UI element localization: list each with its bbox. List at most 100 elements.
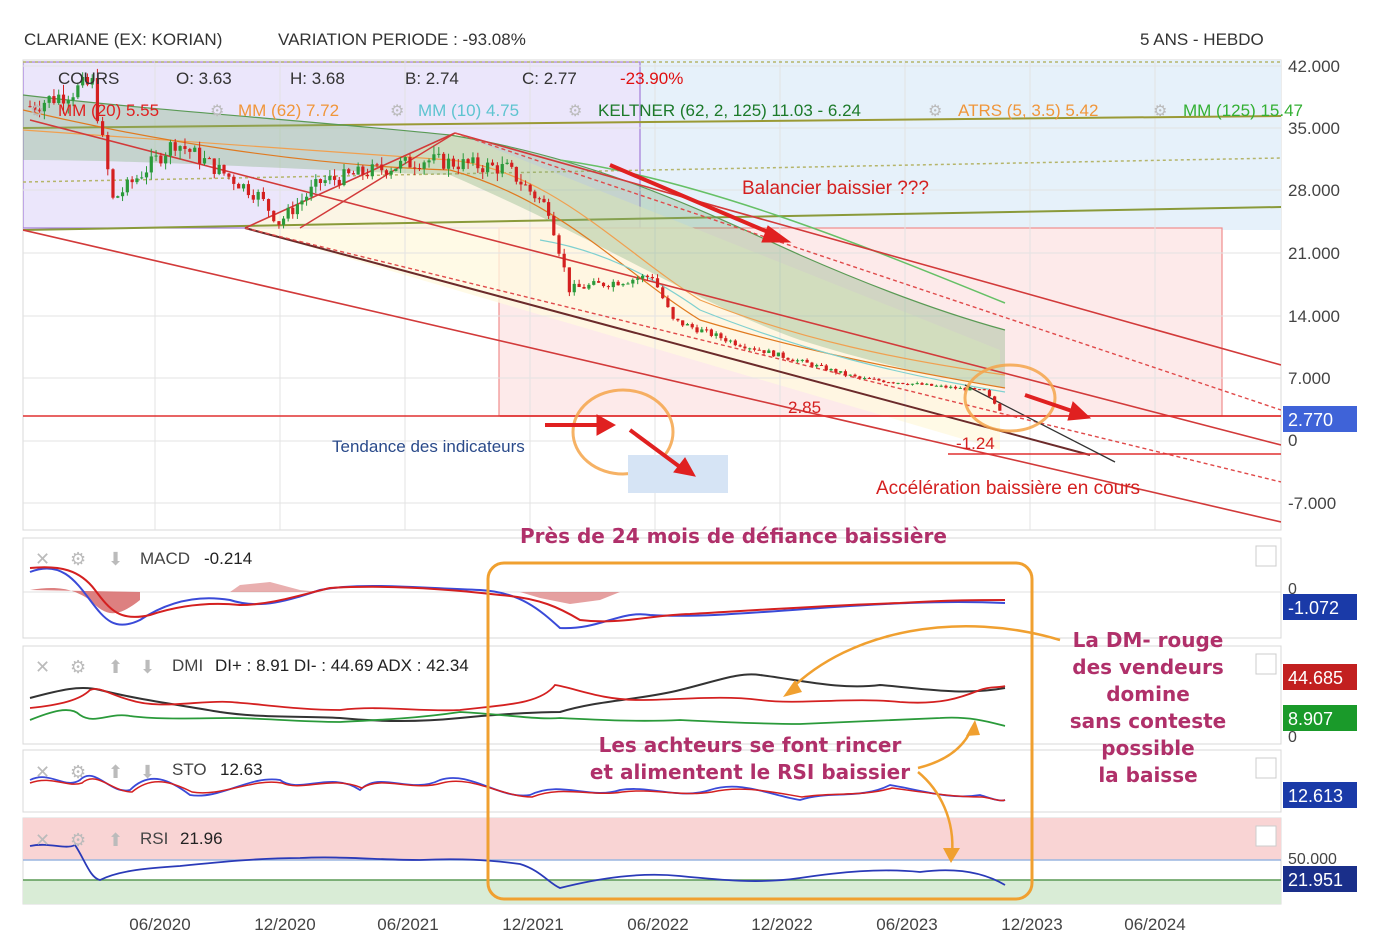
- candle-body: [272, 210, 276, 222]
- candle-body: [232, 176, 236, 184]
- annotation-dm-line: possible: [1101, 736, 1194, 760]
- label-124: -1.24: [956, 434, 995, 453]
- gear-icon[interactable]: ⚙: [390, 103, 404, 120]
- candle-body: [456, 166, 460, 170]
- candle-body: [719, 333, 723, 339]
- candle-body: [626, 283, 630, 285]
- candle-body: [552, 215, 556, 236]
- candle-body: [116, 196, 120, 198]
- candle-body: [328, 176, 332, 181]
- candle-body: [351, 173, 356, 175]
- arrow-down-icon[interactable]: ⬇: [108, 549, 123, 569]
- candle-body: [490, 162, 495, 166]
- candle-body: [819, 364, 824, 366]
- arrow-up-icon[interactable]: ⬆: [108, 762, 123, 782]
- candle-body: [237, 183, 241, 189]
- candle-body: [365, 174, 370, 177]
- candle-body: [528, 184, 532, 192]
- gear-icon[interactable]: ⚙: [210, 103, 224, 120]
- candle-body: [471, 157, 475, 164]
- price-badge-text: 2.770: [1288, 410, 1333, 430]
- channel-bottom: [244, 227, 1091, 456]
- candle-body: [309, 186, 313, 197]
- candle-body: [318, 179, 323, 183]
- candle-body: [853, 374, 857, 377]
- candle-body: [380, 164, 384, 171]
- candle-body: [28, 106, 32, 108]
- candle-body: [987, 390, 992, 397]
- close-icon[interactable]: ✕: [35, 762, 50, 782]
- x-tick-label: 06/2021: [377, 915, 438, 934]
- dmi-minus-badge: [1283, 664, 1357, 690]
- candle-body: [120, 192, 125, 197]
- candle-body: [949, 386, 953, 388]
- panel-checkbox[interactable]: [1255, 545, 1277, 567]
- candle-body: [886, 382, 891, 384]
- macd-value: -0.214: [204, 549, 252, 568]
- chart-title: CLARIANE (EX: KORIAN): [24, 30, 223, 49]
- gear-icon[interactable]: ⚙: [70, 657, 86, 677]
- macd-label: MACD: [140, 549, 190, 568]
- x-tick-label: 06/2023: [876, 915, 937, 934]
- candle-body: [300, 200, 304, 205]
- panel-checkbox[interactable]: [1255, 653, 1277, 675]
- candle-body: [188, 148, 192, 152]
- candle-body: [953, 386, 958, 389]
- arrow-down-icon[interactable]: ⬇: [140, 657, 155, 677]
- period-label: 5 ANS - HEBDO: [1140, 30, 1264, 49]
- sto-value: 12.63: [220, 760, 263, 779]
- candle-body: [537, 198, 541, 200]
- arrow-up-icon[interactable]: ⬆: [108, 657, 123, 677]
- legend-close: C: 2.77: [522, 69, 577, 88]
- panel-checkbox[interactable]: [1255, 757, 1277, 779]
- close-icon[interactable]: ✕: [35, 830, 50, 850]
- circle-price: [963, 363, 1057, 433]
- dmi-values: DI+ : 8.91 DI- : 44.69 ADX : 42.34: [215, 656, 469, 675]
- candle-body: [57, 94, 61, 104]
- candle-body: [877, 378, 881, 381]
- gear-icon[interactable]: ⚙: [70, 830, 86, 850]
- candle-body: [829, 368, 833, 371]
- macd-badge-text: -1.072: [1288, 598, 1339, 618]
- channel-median: [29, 119, 1281, 446]
- candle-body: [920, 383, 924, 385]
- gear-icon[interactable]: ⚙: [30, 103, 44, 120]
- candle-body: [998, 403, 1002, 411]
- candle-body: [848, 374, 852, 376]
- candle-body: [81, 76, 85, 86]
- gear-icon[interactable]: ⚙: [928, 103, 942, 120]
- gear-icon[interactable]: ⚙: [70, 549, 86, 569]
- candle-body: [173, 142, 177, 151]
- candle-body: [762, 350, 766, 354]
- candle-body: [466, 159, 470, 164]
- candle-body: [700, 329, 704, 333]
- candle-body: [144, 172, 149, 178]
- candle-body: [42, 102, 46, 112]
- close-icon[interactable]: ✕: [35, 549, 50, 569]
- candle-body: [261, 191, 265, 200]
- candle-body: [106, 134, 110, 170]
- candle-body: [910, 383, 915, 385]
- candle-body: [547, 202, 551, 216]
- candle-body: [577, 283, 581, 287]
- arrow-down-icon[interactable]: ⬇: [140, 762, 155, 782]
- legend-keltner: KELTNER (62, 2, 125) 11.03 - 6.24: [598, 101, 861, 120]
- candle-body: [111, 169, 115, 198]
- candle-body: [695, 327, 699, 333]
- gear-icon[interactable]: ⚙: [568, 103, 582, 120]
- candle-body: [442, 153, 446, 169]
- candle-body: [251, 195, 255, 200]
- candle-body: [140, 177, 144, 179]
- candle-body: [645, 275, 650, 277]
- mm10-line: [539, 239, 1006, 393]
- legend-open: O: 3.63: [176, 69, 232, 88]
- panel-checkbox[interactable]: [1255, 825, 1277, 847]
- close-icon[interactable]: ✕: [35, 657, 50, 677]
- gear-icon[interactable]: ⚙: [70, 762, 86, 782]
- macd-histogram: [230, 582, 320, 592]
- candle-body: [631, 279, 635, 284]
- gear-icon[interactable]: ⚙: [1153, 103, 1167, 120]
- candle-body: [982, 389, 986, 391]
- arrow-up-icon[interactable]: ⬆: [108, 830, 123, 850]
- candle-body: [217, 164, 221, 174]
